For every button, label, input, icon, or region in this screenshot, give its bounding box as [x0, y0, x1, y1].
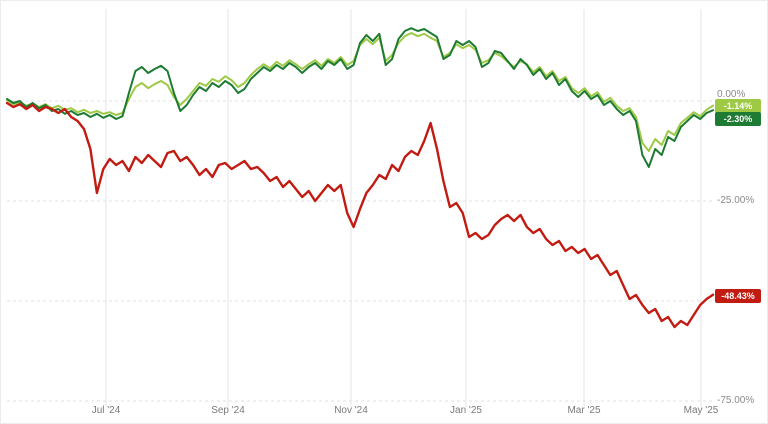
badge-light-green-last-value: -1.14% [715, 99, 761, 113]
x-tick-jul24: Jul '24 [91, 405, 121, 416]
y-tick-75: -75.00% [717, 395, 755, 406]
y-tick-0: 0.00% [717, 89, 746, 100]
x-tick-may25: May '25 [683, 405, 719, 416]
badge-red-last-value: -48.43% [715, 289, 761, 303]
light-green-series-line [6, 32, 714, 152]
x-tick-mar25: Mar '25 [567, 405, 601, 416]
red-series-line [5, 101, 715, 329]
y-tick-25: -25.00% [717, 195, 755, 206]
badge-dark-green-last-value: -2.30% [715, 112, 761, 126]
dark-green-series-line [6, 27, 714, 168]
x-tick-nov24: Nov '24 [334, 405, 368, 416]
x-tick-jan25: Jan '25 [450, 405, 482, 416]
x-tick-sep24: Sep '24 [211, 405, 245, 416]
